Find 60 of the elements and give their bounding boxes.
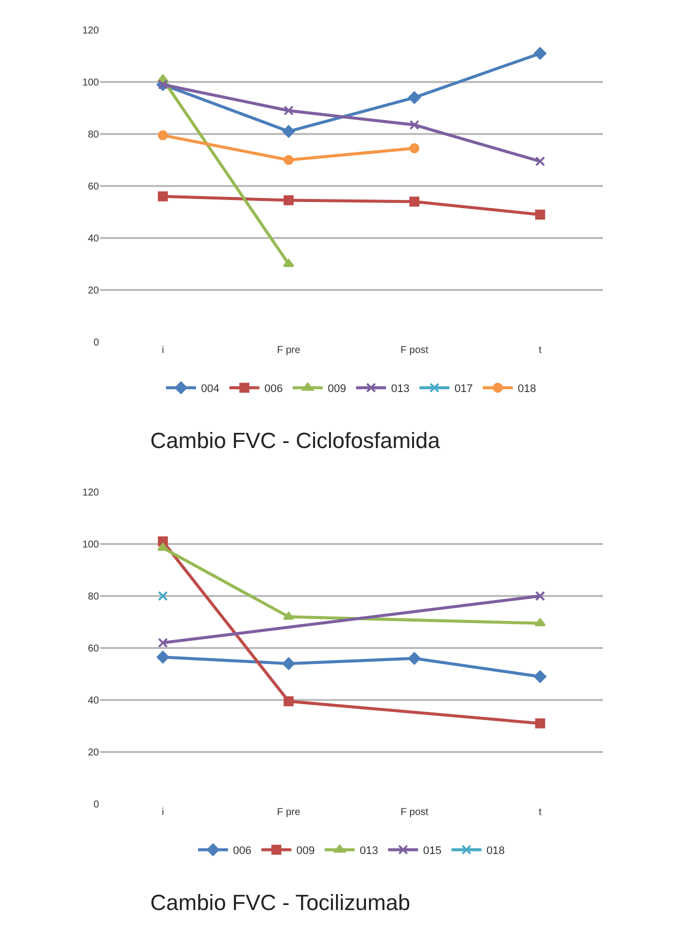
point [158,191,168,202]
point [284,195,294,206]
point [409,143,420,154]
legend-label: 009 [296,844,315,857]
legend-label: 009 [328,382,346,395]
x-tick-label: i [162,807,164,818]
x-tick-label: F post [400,807,428,818]
point [282,125,295,138]
y-tick-label: 20 [88,748,100,758]
x-tick-label: F pre [276,345,301,356]
y-tick-label: 80 [88,130,100,140]
y-tick-label: 20 [88,286,100,296]
point [535,210,546,220]
x-tick-label: t [538,807,542,818]
legend-label: 006 [264,382,283,395]
legend-label: 004 [201,382,220,395]
y-tick-label: 80 [88,592,100,602]
legend-label: 015 [423,844,442,857]
point [409,120,420,130]
legend-label: 013 [391,382,410,395]
point [284,155,294,165]
legend-label: 018 [518,382,536,395]
legend-label: 018 [486,844,505,857]
point [535,591,546,601]
y-tick-label: 60 [88,182,100,192]
point [283,612,294,620]
y-tick-label: 40 [88,234,100,244]
y-tick-label: 120 [82,488,100,498]
point [534,670,546,683]
point [157,542,168,551]
point [284,106,294,116]
legend-label: 006 [233,844,252,857]
x-tick-label: F pre [276,807,301,818]
x-tick-label: F post [400,345,428,356]
text: Cambio FVC - Ciclofosfamida [150,428,441,454]
y-tick-label: 100 [82,540,100,550]
text: Cambio FVC - Tocilizumab [150,890,410,916]
point [156,650,170,664]
point [534,618,546,626]
point [535,156,546,166]
y-tick-label: 120 [82,26,100,36]
legend-label: 013 [360,844,378,857]
y-tick-label: 60 [88,644,100,654]
point [534,47,546,60]
point [408,652,421,665]
y-tick-label: 100 [82,78,100,88]
point [282,657,295,670]
x-tick-label: t [538,345,542,356]
point [158,591,168,601]
point [408,91,421,104]
legend-label: 017 [454,382,473,395]
y-tick-label: 40 [88,696,100,706]
point [158,638,168,648]
x-tick-label: i [162,345,164,356]
point [158,130,168,140]
y-tick-label: 0 [93,338,100,348]
point [284,696,294,706]
point [535,718,546,728]
point [409,196,420,207]
y-tick-label: 0 [93,800,100,810]
